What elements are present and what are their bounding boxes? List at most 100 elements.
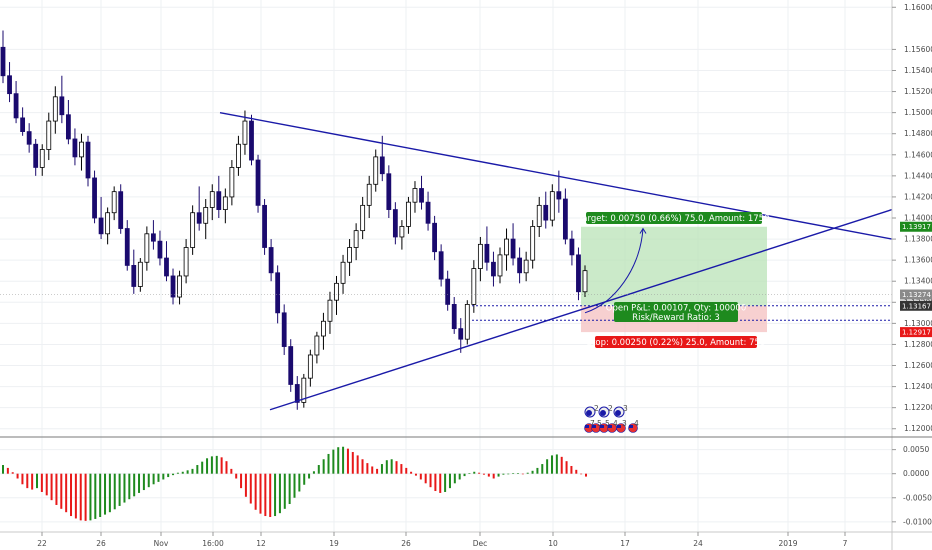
candle[interactable] <box>131 249 137 294</box>
candle[interactable] <box>392 202 398 245</box>
event-icon[interactable]: 2 <box>598 404 613 418</box>
event-icon[interactable]: 3 <box>613 404 628 418</box>
candle[interactable] <box>464 300 470 345</box>
candle[interactable] <box>203 199 209 240</box>
candle[interactable] <box>425 191 431 231</box>
pnl-label-box[interactable]: Open P&L: 0.00107, Qty: 100000 Risk/Rewa… <box>606 302 746 323</box>
candle[interactable] <box>39 144 45 176</box>
candle[interactable] <box>491 251 496 287</box>
candle[interactable] <box>419 175 424 210</box>
candle[interactable] <box>275 265 281 324</box>
candle[interactable] <box>268 239 274 282</box>
target-label-box[interactable]: Target: 0.00750 (0.66%) 75.0, Amount: 17… <box>578 212 770 224</box>
candle[interactable] <box>471 260 477 313</box>
candle[interactable] <box>366 175 372 218</box>
candle[interactable] <box>406 196 411 234</box>
candle[interactable] <box>79 133 84 171</box>
candle[interactable] <box>52 86 58 134</box>
candle[interactable] <box>177 270 182 305</box>
candle[interactable] <box>118 184 124 234</box>
candle[interactable] <box>111 186 117 221</box>
candle[interactable] <box>26 123 32 153</box>
candle[interactable] <box>33 138 39 176</box>
candle[interactable] <box>0 30 6 84</box>
economic-events[interactable]: 2 2 37 5 5 4 3 4 <box>584 404 640 433</box>
candle[interactable] <box>438 244 444 287</box>
candle[interactable] <box>543 191 549 229</box>
candle[interactable] <box>196 186 202 231</box>
candle[interactable] <box>556 170 562 213</box>
candle[interactable] <box>164 241 169 282</box>
candle[interactable] <box>477 236 483 282</box>
candle[interactable] <box>190 205 196 255</box>
candle[interactable] <box>46 112 52 161</box>
candle[interactable] <box>549 184 555 227</box>
candle[interactable] <box>412 181 418 213</box>
candle[interactable] <box>229 160 235 206</box>
candle[interactable] <box>504 228 509 271</box>
candle[interactable] <box>262 199 267 255</box>
candle[interactable] <box>523 251 529 282</box>
candle[interactable] <box>157 230 163 266</box>
candle[interactable] <box>497 247 503 284</box>
candle[interactable] <box>445 270 451 311</box>
candle[interactable] <box>458 318 464 353</box>
oscillator-bars[interactable] <box>2 446 587 521</box>
candle[interactable] <box>451 297 457 334</box>
event-icon[interactable]: 4 <box>607 419 619 433</box>
candle[interactable] <box>399 220 405 250</box>
candle[interactable] <box>569 230 575 266</box>
candle[interactable] <box>13 81 19 124</box>
event-icon[interactable]: 2 <box>584 404 599 418</box>
price-axis[interactable]: 1.16000 1.15600 1.15400 1.15200 1.15000 1.148… <box>892 3 932 433</box>
oscillator-axis[interactable]: 0.0050 0.0000 -0.0050 -0.0100 <box>892 445 932 526</box>
candle[interactable] <box>353 223 359 261</box>
candle[interactable] <box>484 226 490 271</box>
stop-label-box[interactable]: Stop: 0.00250 (0.22%) 25.0, Amount: 750 <box>587 336 766 348</box>
candle[interactable] <box>432 215 437 261</box>
candle[interactable] <box>144 226 150 271</box>
candle[interactable] <box>255 154 261 213</box>
candle[interactable] <box>307 349 313 387</box>
candle[interactable] <box>249 114 254 166</box>
candle[interactable] <box>536 196 542 237</box>
candles[interactable] <box>0 30 588 410</box>
projection-arrow[interactable] <box>584 228 644 314</box>
candle[interactable] <box>517 247 523 284</box>
candle[interactable] <box>151 220 156 250</box>
candle[interactable] <box>373 149 379 192</box>
candle[interactable] <box>314 331 320 364</box>
candle[interactable] <box>576 247 581 301</box>
candle[interactable] <box>222 188 228 224</box>
event-icon[interactable]: 7 <box>584 419 596 433</box>
candle[interactable] <box>510 223 516 266</box>
candle[interactable] <box>170 268 176 305</box>
candle[interactable] <box>281 304 287 355</box>
candle[interactable] <box>288 339 294 392</box>
candle[interactable] <box>183 239 189 284</box>
candle[interactable] <box>59 75 65 124</box>
candle[interactable] <box>334 275 339 315</box>
candle[interactable] <box>236 135 241 176</box>
candle[interactable] <box>321 312 326 350</box>
candle[interactable] <box>562 188 568 245</box>
candle[interactable] <box>582 265 588 298</box>
event-icon[interactable]: 5 <box>591 419 603 433</box>
candle[interactable] <box>7 62 12 103</box>
candle[interactable] <box>92 170 97 224</box>
candle[interactable] <box>360 196 366 240</box>
event-icon[interactable]: 3 <box>616 419 628 433</box>
event-icon[interactable]: 5 <box>599 419 611 433</box>
candle[interactable] <box>301 373 307 408</box>
lower-trendline[interactable] <box>269 208 893 411</box>
candle[interactable] <box>386 165 392 218</box>
candle[interactable] <box>65 99 71 145</box>
candle[interactable] <box>124 220 130 271</box>
candle[interactable] <box>20 107 26 136</box>
candle[interactable] <box>530 220 536 269</box>
upper-trendline[interactable] <box>219 111 893 240</box>
candle[interactable] <box>327 291 333 334</box>
target-zone[interactable] <box>581 226 767 306</box>
candle[interactable] <box>85 135 91 187</box>
